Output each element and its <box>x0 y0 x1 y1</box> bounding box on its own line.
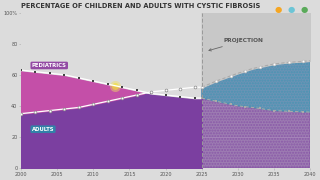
Bar <box>202 13 310 168</box>
Text: PEDIATRICS: PEDIATRICS <box>32 63 67 68</box>
Text: ●: ● <box>288 5 295 14</box>
Text: PERCENTAGE OF CHILDREN AND ADULTS WITH CYSTIC FIBROSIS: PERCENTAGE OF CHILDREN AND ADULTS WITH C… <box>21 3 260 10</box>
Text: PROJECTION: PROJECTION <box>209 38 263 51</box>
Text: ●: ● <box>300 5 308 14</box>
Text: ADULTS: ADULTS <box>32 127 54 132</box>
Text: ●: ● <box>275 5 282 14</box>
